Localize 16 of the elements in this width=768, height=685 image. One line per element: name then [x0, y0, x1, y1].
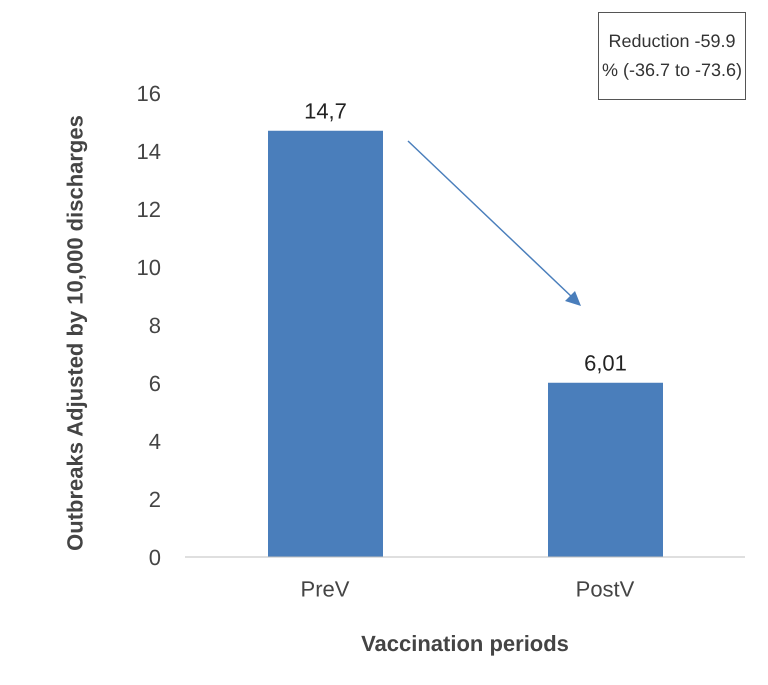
- y-tick-label: 2: [148, 486, 161, 512]
- y-tick-label: 6: [148, 370, 161, 396]
- y-axis-title: Outbreaks Adjusted by 10,000 discharges: [61, 114, 88, 552]
- y-tick-label: 14: [136, 138, 161, 164]
- data-label: 6,01: [584, 350, 627, 376]
- y-tick-label: 16: [136, 80, 161, 106]
- data-label: 14,7: [304, 98, 347, 124]
- x-tick-label: PostV: [576, 576, 635, 602]
- text: Reduction -59.9 % (-36.7 to -73.6): [598, 12, 746, 100]
- y-tick-label: 12: [136, 196, 161, 222]
- y-tick-label: 0: [148, 544, 161, 570]
- y-tick-label: 10: [136, 254, 161, 280]
- x-tick-label: PreV: [300, 576, 350, 602]
- y-tick-label: 8: [148, 312, 161, 338]
- y-tick-label: 4: [148, 428, 161, 454]
- x-axis-title: Vaccination periods: [361, 631, 569, 656]
